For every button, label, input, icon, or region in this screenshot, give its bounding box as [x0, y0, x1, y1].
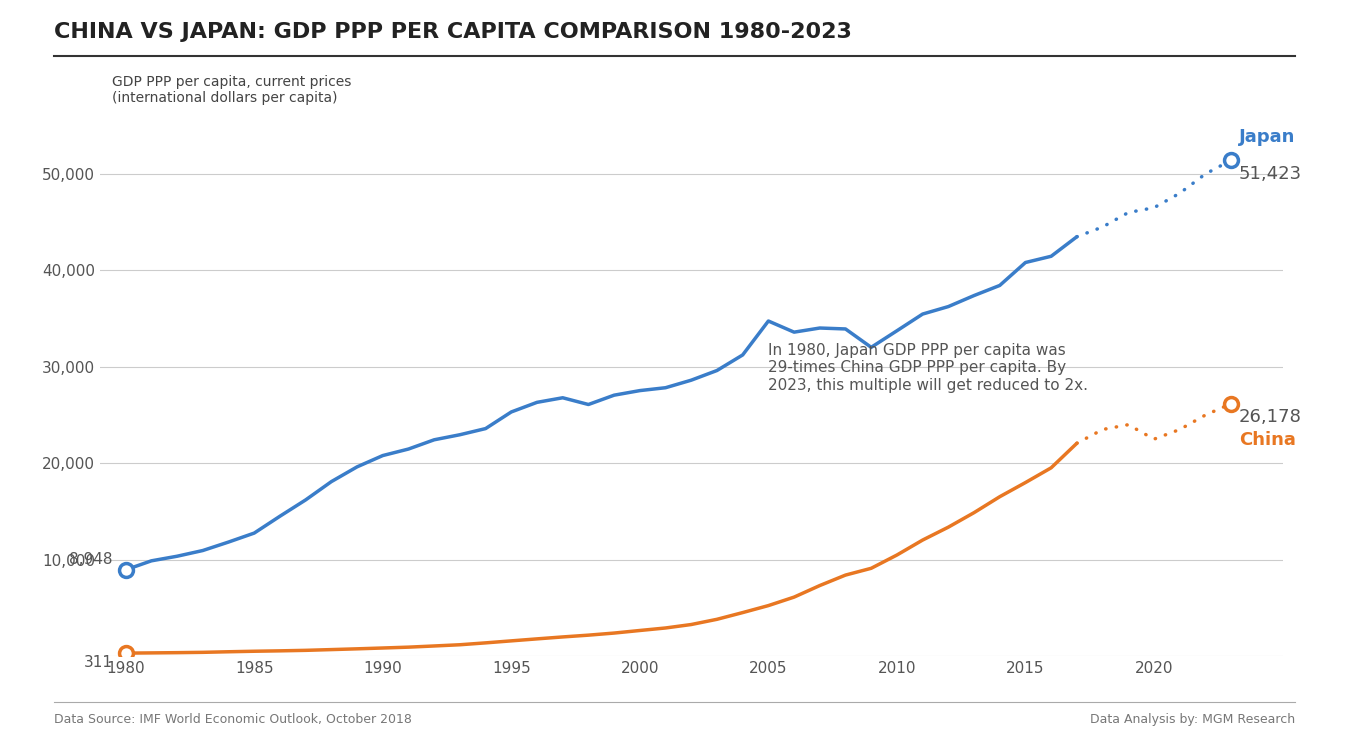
Text: Data Source: IMF World Economic Outlook, October 2018: Data Source: IMF World Economic Outlook,…: [54, 713, 411, 726]
Text: 26,178: 26,178: [1238, 409, 1302, 426]
Text: CHINA VS JAPAN: GDP PPP PER CAPITA COMPARISON 1980-2023: CHINA VS JAPAN: GDP PPP PER CAPITA COMPA…: [54, 22, 851, 42]
Text: GDP PPP per capita, current prices
(international dollars per capita): GDP PPP per capita, current prices (inte…: [112, 75, 351, 106]
Text: Data Analysis by: MGM Research: Data Analysis by: MGM Research: [1090, 713, 1295, 726]
Text: In 1980, Japan GDP PPP per capita was
29-times China GDP PPP per capita. By
2023: In 1980, Japan GDP PPP per capita was 29…: [768, 343, 1089, 393]
Text: 8,948: 8,948: [69, 552, 113, 567]
Text: China: China: [1238, 431, 1295, 449]
Text: Japan: Japan: [1238, 128, 1295, 146]
Text: 311: 311: [84, 655, 113, 670]
Text: 51,423: 51,423: [1238, 165, 1302, 183]
